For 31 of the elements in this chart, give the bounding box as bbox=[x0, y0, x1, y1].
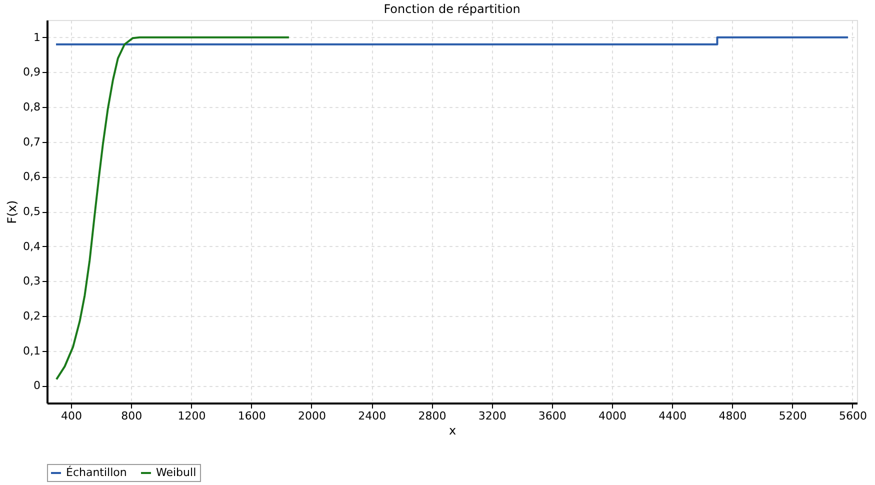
x-tick-label: 2400 bbox=[358, 410, 386, 422]
x-tick-label: 5200 bbox=[778, 410, 807, 422]
y-tick-label: 1 bbox=[34, 30, 40, 44]
x-axis-title: x bbox=[448, 424, 456, 438]
x-tick-label: 3200 bbox=[478, 410, 506, 422]
x-tick-label: 400 bbox=[61, 410, 82, 422]
y-tick-label: 0 bbox=[34, 379, 40, 392]
y-tick-label: 0,5 bbox=[23, 205, 40, 218]
y-tick-label: 0,7 bbox=[23, 135, 40, 148]
y-tick-label: 0,2 bbox=[23, 309, 40, 322]
y-tick-label: 0,6 bbox=[23, 170, 40, 184]
chart-title: Fonction de répartition bbox=[384, 2, 520, 16]
x-tick-label: 5600 bbox=[838, 410, 867, 422]
x-tick-label: 2000 bbox=[298, 410, 326, 422]
line-series bbox=[55, 36, 290, 380]
x-tick-label: 4800 bbox=[718, 410, 747, 422]
y-tick-label: 0,1 bbox=[23, 344, 40, 358]
y-tick-label: 0,8 bbox=[23, 100, 40, 114]
x-tick-label: 4000 bbox=[598, 410, 627, 422]
x-tick-label: 1600 bbox=[238, 410, 266, 422]
y-tick-label: 0,3 bbox=[23, 274, 40, 288]
y-tick-label: 0,4 bbox=[23, 240, 40, 253]
x-tick-label: 1200 bbox=[178, 410, 206, 422]
x-tick-label: 2800 bbox=[418, 410, 446, 422]
x-tick-label: 4400 bbox=[658, 410, 687, 422]
y-axis-title: F(x) bbox=[5, 200, 20, 224]
x-tick-label: 3600 bbox=[538, 410, 566, 422]
legend-label: Échantillon bbox=[66, 465, 127, 479]
legend-label: Weibull bbox=[156, 466, 196, 479]
x-tick-label: 800 bbox=[121, 410, 142, 422]
y-tick-label: 0,9 bbox=[23, 66, 40, 79]
